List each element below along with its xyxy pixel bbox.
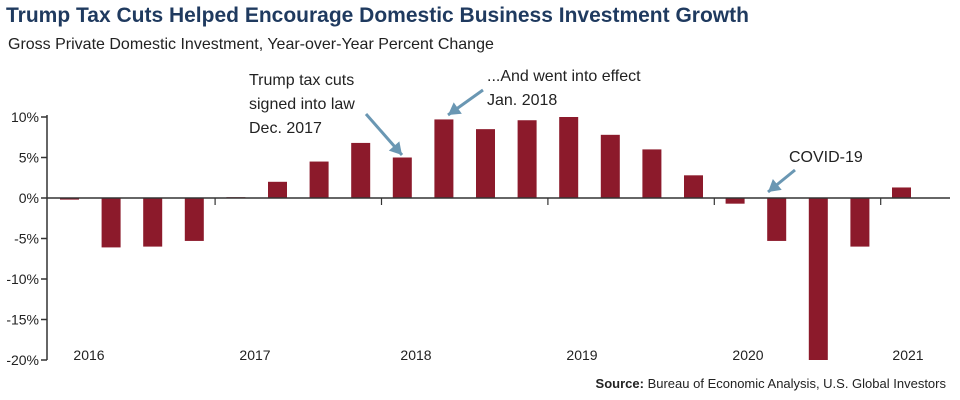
- annotations: Trump tax cuts signed into law Dec. 2017..…: [249, 68, 863, 194]
- bar-2016-q1: [60, 198, 79, 200]
- y-tick-label: -20%: [6, 352, 39, 368]
- source-text: Bureau of Economic Analysis, U.S. Global…: [647, 376, 946, 391]
- bar-2017-q4: [351, 142, 371, 198]
- bar-2019-q2: [600, 134, 620, 198]
- bar-2020-q3: [808, 198, 828, 360]
- arrow-covid-head: [768, 178, 782, 192]
- x-year-label: 2017: [239, 347, 270, 363]
- bar-2019-q3: [642, 149, 662, 198]
- y-tick-label: 0%: [19, 190, 39, 206]
- y-tick-label: 5%: [19, 150, 39, 166]
- x-year-label: 2020: [732, 347, 763, 363]
- bar-2019-q1: [559, 117, 579, 198]
- bar-2017-q2: [268, 181, 287, 198]
- annotation-effect: Jan. 2018: [487, 92, 557, 109]
- x-year-label: 2021: [892, 347, 923, 363]
- bar-2020-q1: [725, 198, 745, 204]
- bar-2016-q3: [143, 198, 163, 247]
- axes: 2016 2017 2018 2019 2020 2021: [46, 115, 950, 363]
- bar-2018-q1: [392, 157, 412, 198]
- annotation-tax-signed: Dec. 2017: [249, 120, 322, 137]
- bar-2021-q1: [892, 187, 911, 198]
- x-year-label: 2019: [566, 347, 597, 363]
- annotation-effect: ...And went into effect: [487, 68, 641, 85]
- y-tick-label: 10%: [11, 109, 39, 125]
- bar-series: [60, 117, 911, 360]
- source-label: Source:: [595, 376, 644, 391]
- y-tick-label: -10%: [6, 271, 39, 287]
- bar-2016-q2: [101, 198, 121, 248]
- bar-2016-q4: [184, 198, 204, 241]
- y-tick-label: -5%: [14, 231, 39, 247]
- bar-2018-q3: [476, 129, 495, 198]
- bar-2017-q3: [309, 161, 329, 198]
- bar-2020-q4: [850, 198, 870, 247]
- chart-subtitle: Gross Private Domestic Investment, Year-…: [8, 36, 494, 53]
- annotation-covid: COVID-19: [789, 149, 863, 166]
- x-year-label: 2016: [73, 347, 104, 363]
- source-note: Source: Bureau of Economic Analysis, U.S…: [596, 376, 946, 391]
- bar-2020-q2: [767, 198, 787, 241]
- x-year-label: 2018: [400, 347, 431, 363]
- annotation-tax-signed: Trump tax cuts: [249, 72, 354, 89]
- y-axis-ticks: 10% 5% 0% -5% -10% -15% -20%: [6, 109, 47, 368]
- bar-2018-q4: [517, 120, 537, 198]
- y-tick-label: -15%: [6, 312, 39, 328]
- arrow-tax-signed-head: [388, 141, 402, 155]
- chart-title: Trump Tax Cuts Helped Encourage Domestic…: [6, 4, 749, 27]
- arrow-effect-head: [448, 102, 462, 115]
- bar-2018-q2: [434, 119, 454, 198]
- bar-2019-q4: [684, 175, 703, 198]
- annotation-tax-signed: signed into law: [249, 96, 355, 113]
